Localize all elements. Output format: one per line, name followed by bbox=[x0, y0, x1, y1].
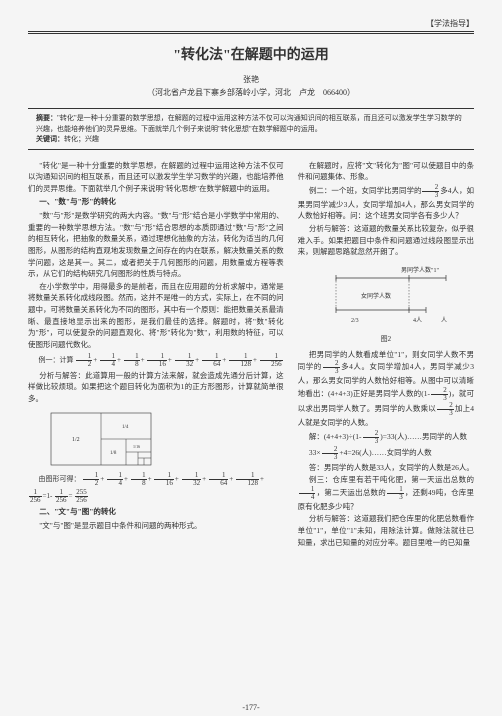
para: 把男同学的人数看成单位"1"，则女同学人数不男同学的23多4人。女同学增加4人，… bbox=[298, 349, 474, 429]
figure-1-caption: 由图形可得： 12+ 14+ 18+ 116+ 132+ 164+ 1128+ bbox=[28, 472, 284, 487]
svg-text:2/3: 2/3 bbox=[351, 318, 359, 324]
section-heading: 二、"文"与"图"的转化 bbox=[28, 506, 284, 518]
fig-caption-text: 由图形可得： bbox=[39, 475, 81, 483]
abstract-text: "转化"是一种十分重要的数学思想，在解题的过程中运用这种方法不仅可以沟通知识间的… bbox=[36, 114, 462, 133]
answer-line: 答：男同学的人数是33人，女同学的人数是26人。 bbox=[298, 462, 474, 474]
fig2-top-label: 男同学人数"1" bbox=[401, 266, 439, 274]
figure-1: 1/2 1/4 1/8 1/16 bbox=[46, 408, 156, 470]
para: 分析与解答：这道题我们把仓库里的化肥总数看作单位"1"，单位"1"未知，用除法计… bbox=[298, 513, 474, 548]
example-2: 例二：一个班，女同学比男同学的23多4人，如果男同学减少3人，女同学增加4人，那… bbox=[298, 184, 474, 222]
keywords-label: 关键词： bbox=[36, 135, 64, 143]
keywords-text: 转化；兴趣 bbox=[64, 135, 99, 143]
para: 在解题时，应将"文"转化为"图"可以使题目中的条件和问题集体、形象。 bbox=[298, 160, 474, 183]
svg-text:4人: 4人 bbox=[413, 317, 422, 324]
body-columns: "转化"是一种十分重要的数学思想，在解题的过程中运用这种方法不仅可以沟通知识间的… bbox=[28, 160, 474, 550]
author-affiliation: （河北省卢龙县下寨乡部落岭小学，河北 卢龙 066400） bbox=[28, 87, 474, 98]
page-number: -177- bbox=[0, 703, 502, 712]
example-1-formula: 例一：计算 12+ 14+ 18+ 116+ 132+ 164+ 1128+ 1… bbox=[28, 353, 284, 368]
para: "数"与"形"是数学研究的两大内容。"数"与"形"结合是小学数学中常用的、重要的… bbox=[28, 210, 284, 280]
svg-text:1/8: 1/8 bbox=[110, 451, 117, 456]
para: 在小学数学中，用得最多的是前者，而且在应用题的分析求解中，通常是将数量关系转化成… bbox=[28, 281, 284, 351]
figure-2-caption: 图2 bbox=[298, 334, 474, 345]
para: 分析与解答：这道题的数量关系比较复杂，似乎很难入手。如果把题目中条件和问题通过线… bbox=[298, 223, 474, 258]
svg-text:1/16: 1/16 bbox=[133, 444, 140, 449]
para: "转化"是一种十分重要的数学思想，在解题的过程中运用这种方法不仅可以沟通知识间的… bbox=[28, 160, 284, 195]
svg-text:1/2: 1/2 bbox=[72, 437, 80, 443]
author-name: 张艳 bbox=[28, 74, 474, 85]
section-header: 【学法指导】 bbox=[28, 18, 474, 32]
article-title: "转化法"在解题中的运用 bbox=[28, 44, 474, 64]
solution-line: 解：(4+4+3)÷(1-23)=33(人)……男同学的人数 bbox=[298, 430, 474, 445]
header-rule bbox=[28, 33, 474, 34]
example-label: 例一：计算 bbox=[39, 356, 74, 364]
left-column: "转化"是一种十分重要的数学思想，在解题的过程中运用这种方法不仅可以沟通知识间的… bbox=[28, 160, 284, 550]
solution-line: 33×23+4=26(人)……女同学的人数 bbox=[298, 446, 474, 461]
svg-text:人: 人 bbox=[441, 317, 447, 324]
svg-text:1/4: 1/4 bbox=[122, 425, 129, 430]
fig2-mid-label: 女同学人数 bbox=[361, 292, 391, 300]
result-formula: 1256=1- 1256= 255256 bbox=[28, 489, 284, 504]
para: 分析与解答：此道算用一般的计算方法来解，就会造成先通分后计算，这样做比较烦琐。如… bbox=[28, 370, 284, 405]
example-3: 例三：仓库里有若干吨化肥，第一天运出总数的14，第二天运出总数的13，还剩49吨… bbox=[298, 474, 474, 512]
abstract-block: 摘要："转化"是一种十分重要的数学思想，在解题的过程中运用这种方法不仅可以沟通知… bbox=[28, 108, 474, 150]
figure-2: 男同学人数"1" 女同学人数 2/3 4人 人 bbox=[306, 262, 466, 332]
section-heading: 一、"数"与"形"的转化 bbox=[28, 196, 284, 208]
abstract-label: 摘要： bbox=[36, 114, 57, 122]
para: "文"与"图"是显示题目中条件和问题的两种形式。 bbox=[28, 520, 284, 532]
right-column: 在解题时，应将"文"转化为"图"可以使题目中的条件和问题集体、形象。 例二：一个… bbox=[298, 160, 474, 550]
